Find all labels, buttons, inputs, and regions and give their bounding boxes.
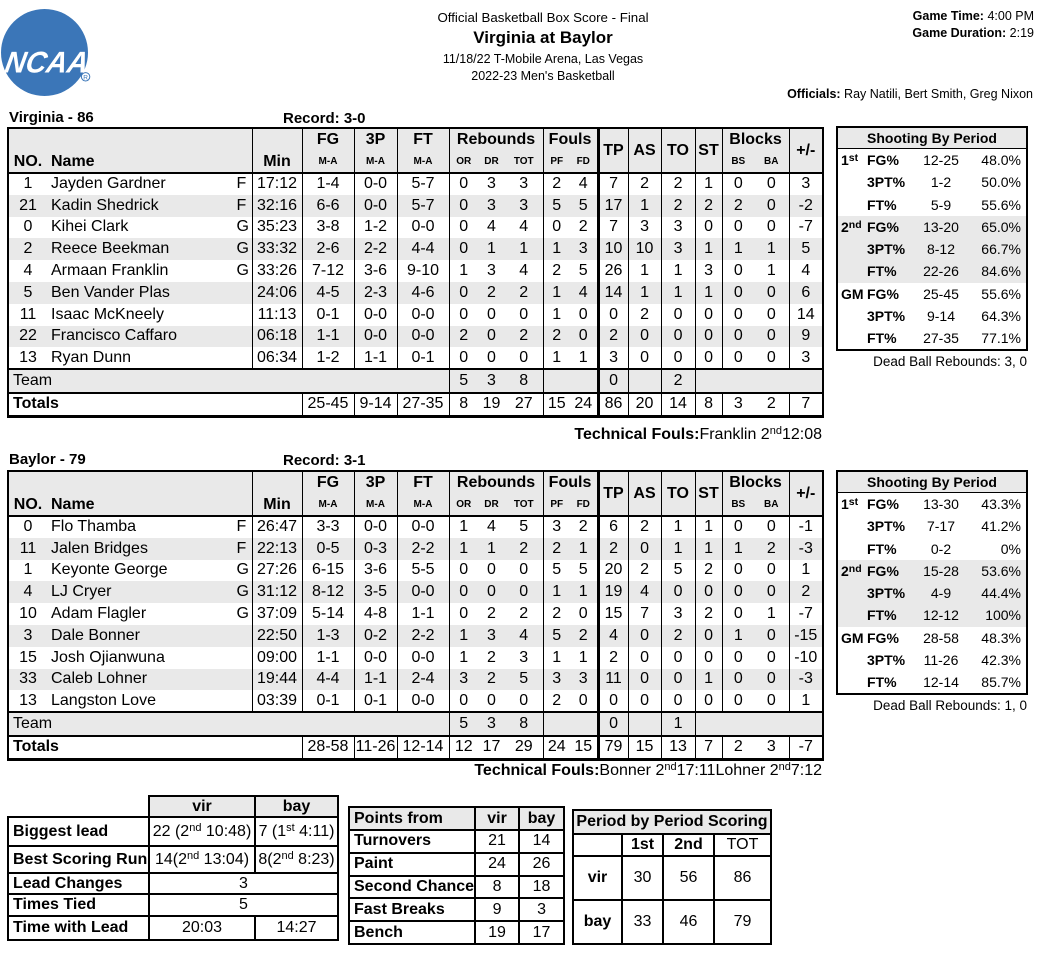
svg-text:NCAA: NCAA <box>2 47 91 80</box>
svg-text:R: R <box>83 74 88 81</box>
